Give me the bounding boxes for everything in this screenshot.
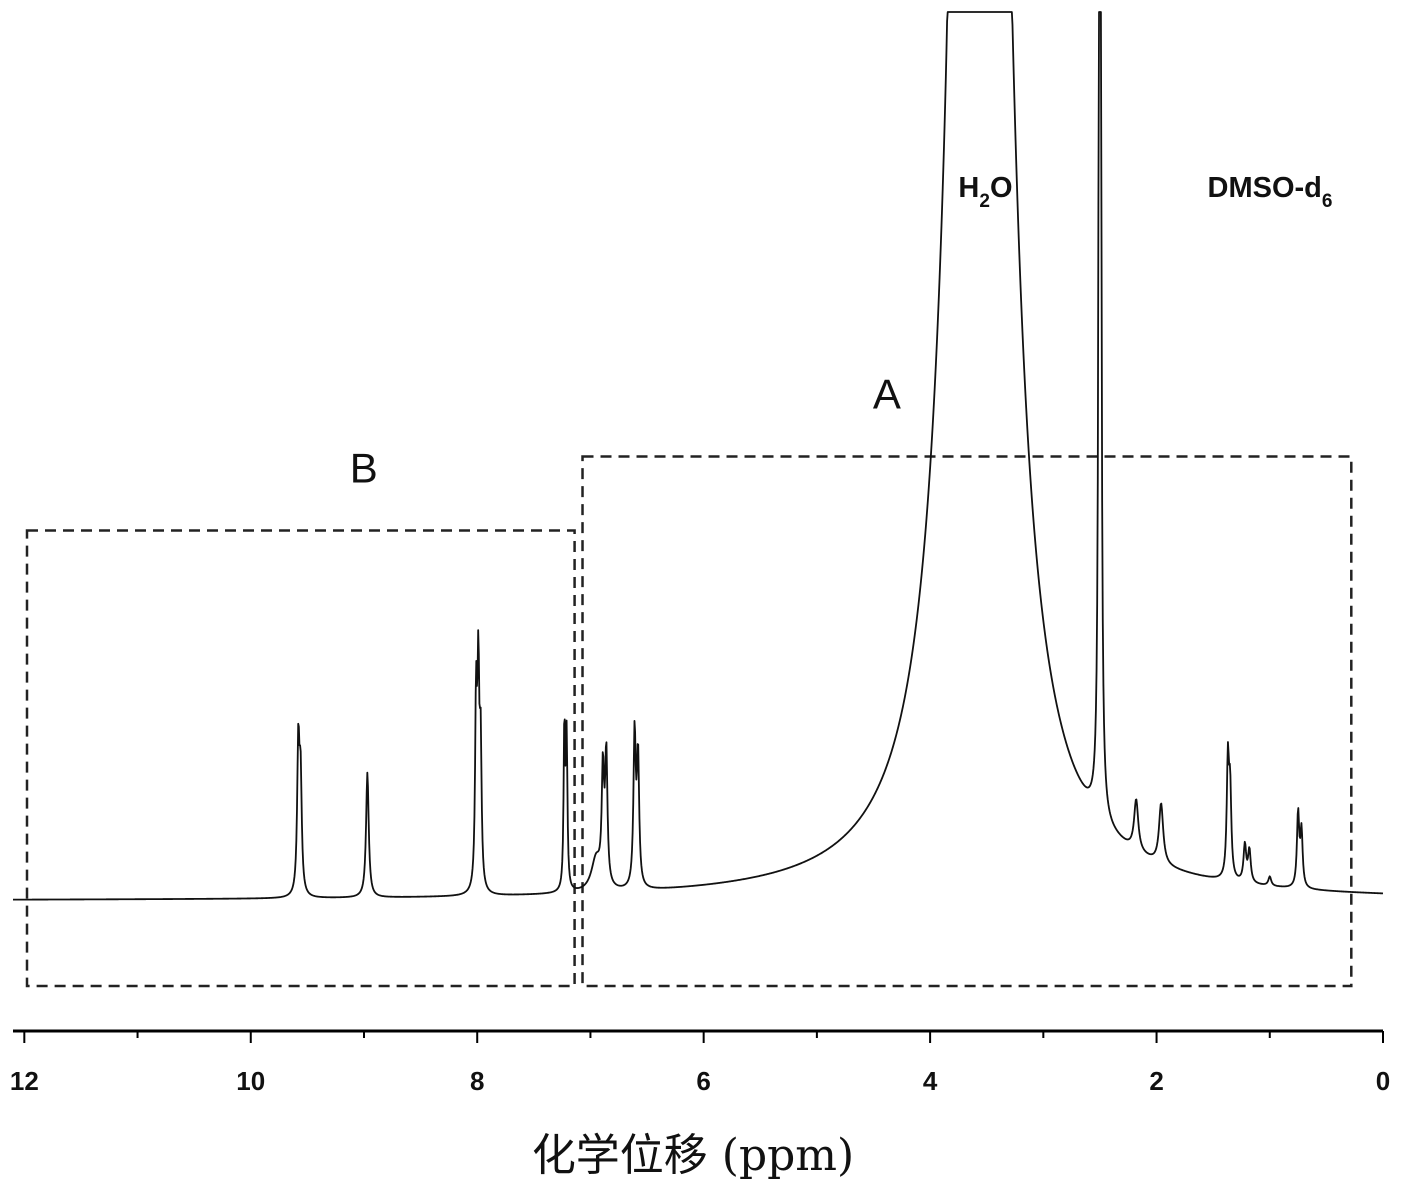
x-tick-label: 12 [10,1066,39,1096]
region-label-b: B [350,445,378,492]
x-axis-ticks: 12 10 8 6 4 2 0 [10,1031,1390,1096]
x-tick-label: 6 [696,1066,710,1096]
region-label-a: A [873,370,901,417]
peak-annotations: H2O DMSO-d6 [958,172,1332,212]
x-tick-label: 2 [1149,1066,1163,1096]
x-tick-label: 0 [1376,1066,1390,1096]
x-tick-label: 10 [236,1066,265,1096]
region-box-a [583,456,1352,986]
peak-annotation: DMSO-d6 [1208,172,1333,212]
peak-annotation: H2O [958,172,1012,212]
x-tick-label: 8 [470,1066,484,1096]
x-axis-title: 化学位移 (ppm) [532,1130,854,1181]
region-boxes: BA [27,370,1351,986]
x-tick-label: 4 [923,1066,938,1096]
